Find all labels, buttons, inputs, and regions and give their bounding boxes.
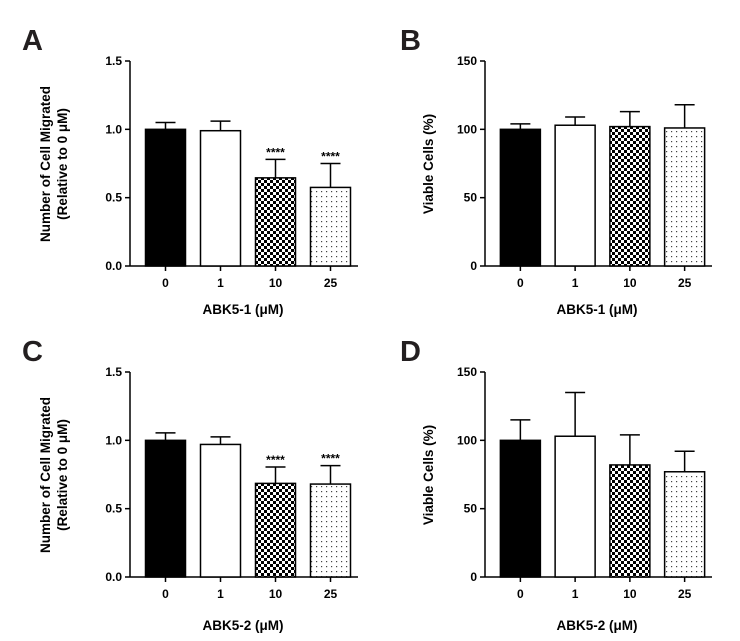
x-tick-label: 10 xyxy=(623,587,637,601)
y-tick-label: 0.0 xyxy=(105,259,122,273)
y-tick-label: 100 xyxy=(457,433,477,447)
panel-letter: A xyxy=(22,25,43,57)
bar xyxy=(663,471,706,578)
bar xyxy=(309,186,352,267)
panel-d: D Viable Cells (%) ABK5-2 (μM) 050100150… xyxy=(400,336,712,633)
x-tick-label: 25 xyxy=(678,587,692,601)
y-tick-label: 0.0 xyxy=(105,570,122,584)
significance-label: **** xyxy=(321,150,340,164)
x-tick-label: 1 xyxy=(572,587,579,601)
bar xyxy=(254,177,297,267)
bar xyxy=(199,129,242,267)
y-tick-label: 1.5 xyxy=(105,54,122,68)
x-tick-label: 0 xyxy=(517,276,524,290)
y-tick-label: 50 xyxy=(464,191,478,205)
y-axis-title: Viable Cells (%) xyxy=(421,425,436,525)
y-tick-label: 50 xyxy=(464,502,478,516)
x-tick-label: 25 xyxy=(678,276,692,290)
x-tick-label: 1 xyxy=(217,276,224,290)
y-tick-label: 0 xyxy=(470,259,477,273)
panel-b: B Viable Cells (%) ABK5-1 (μM) 050100150… xyxy=(400,25,712,317)
significance-label: **** xyxy=(266,453,285,467)
bar xyxy=(663,127,706,267)
bar xyxy=(499,439,542,578)
bar xyxy=(499,128,542,267)
significance-label: **** xyxy=(266,145,285,159)
bar xyxy=(309,483,352,578)
x-tick-label: 25 xyxy=(324,587,338,601)
y-tick-label: 0.5 xyxy=(105,191,122,205)
panel-a: A Number of Cell Migrated (Relative to 0… xyxy=(22,25,358,317)
y-axis-title: Number of Cell Migrated xyxy=(38,86,53,242)
y-axis-title-line2: (Relative to 0 μM) xyxy=(55,108,70,220)
x-tick-label: 0 xyxy=(162,587,169,601)
bar xyxy=(554,124,596,267)
x-tick-label: 1 xyxy=(572,276,579,290)
bar xyxy=(609,464,651,578)
x-axis-title: ABK5-2 (μM) xyxy=(202,618,283,633)
panel-letter: D xyxy=(400,336,421,368)
y-tick-label: 1.0 xyxy=(105,122,122,136)
y-tick-label: 150 xyxy=(457,365,477,379)
y-axis-title: Viable Cells (%) xyxy=(421,114,436,214)
panel-letter: B xyxy=(400,25,421,57)
y-tick-label: 0 xyxy=(470,570,477,584)
y-tick-label: 1.5 xyxy=(105,365,122,379)
x-tick-label: 10 xyxy=(269,587,283,601)
x-tick-label: 10 xyxy=(623,276,637,290)
panel-letter: C xyxy=(22,336,43,368)
y-tick-label: 0.5 xyxy=(105,502,122,516)
y-axis-title-line2: (Relative to 0 μM) xyxy=(55,419,70,531)
significance-label: **** xyxy=(321,452,340,466)
x-tick-label: 1 xyxy=(217,587,224,601)
y-tick-label: 100 xyxy=(457,122,477,136)
y-axis-title: Number of Cell Migrated xyxy=(38,397,53,553)
x-axis-title: ABK5-1 (μM) xyxy=(556,302,637,317)
x-tick-label: 10 xyxy=(269,276,283,290)
panel-c: C Number of Cell Migrated (Relative to 0… xyxy=(22,336,358,633)
bar xyxy=(199,443,242,578)
bar xyxy=(609,125,651,267)
x-tick-label: 0 xyxy=(517,587,524,601)
x-tick-label: 25 xyxy=(324,276,338,290)
x-axis-title: ABK5-1 (μM) xyxy=(202,302,283,317)
y-tick-label: 150 xyxy=(457,54,477,68)
bar xyxy=(144,439,187,578)
y-tick-label: 1.0 xyxy=(105,433,122,447)
bar xyxy=(254,482,297,578)
bar xyxy=(554,435,596,578)
x-tick-label: 0 xyxy=(162,276,169,290)
bar xyxy=(144,128,187,267)
x-axis-title: ABK5-2 (μM) xyxy=(556,618,637,633)
